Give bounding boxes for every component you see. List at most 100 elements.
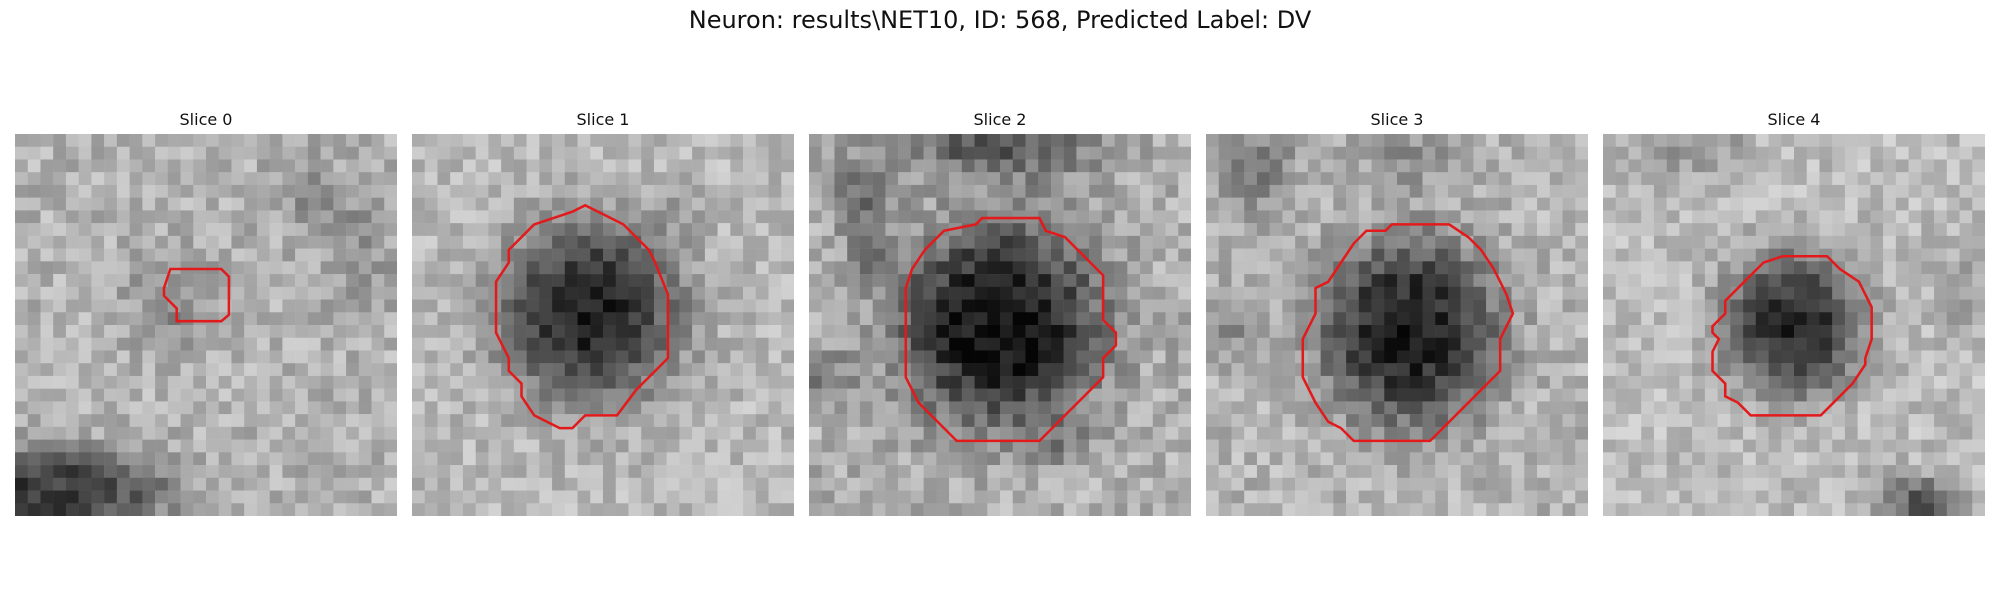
pixel <box>564 223 578 237</box>
pixel <box>1076 197 1090 211</box>
pixel <box>1755 261 1769 275</box>
pixel <box>704 223 718 237</box>
pixel <box>1908 490 1922 504</box>
pixel <box>1127 452 1141 466</box>
pixel <box>167 210 181 224</box>
pixel <box>821 184 835 198</box>
pixel <box>295 375 309 389</box>
pixel <box>104 363 118 377</box>
pixel <box>1498 350 1512 364</box>
pixel <box>1333 477 1347 491</box>
pixel <box>307 363 321 377</box>
pixel <box>129 261 143 275</box>
pixel <box>358 388 372 402</box>
pixel <box>834 146 848 160</box>
pixel <box>679 375 693 389</box>
pixel <box>821 350 835 364</box>
pixel <box>1460 159 1474 173</box>
pixel <box>193 337 207 351</box>
pixel <box>1628 388 1642 402</box>
pixel <box>1511 248 1525 262</box>
pixel <box>371 159 385 173</box>
pixel <box>1447 452 1461 466</box>
pixel <box>1076 274 1090 288</box>
pixel <box>1320 248 1334 262</box>
pixel <box>1358 248 1372 262</box>
pixel <box>1152 452 1166 466</box>
pixel <box>1730 325 1744 338</box>
pixel <box>1025 414 1039 428</box>
pixel <box>1256 477 1270 491</box>
pixel <box>1908 465 1922 479</box>
pixel <box>1295 261 1309 275</box>
pixel <box>679 223 693 237</box>
pixel <box>1549 134 1563 147</box>
pixel <box>923 350 937 364</box>
pixel <box>936 274 950 288</box>
pixel <box>809 210 822 224</box>
slice-panel-4: Slice 4 <box>1603 110 1985 518</box>
pixel <box>1346 465 1360 479</box>
pixel <box>1447 248 1461 262</box>
pixel <box>1371 414 1385 428</box>
pixel <box>78 363 92 377</box>
pixel <box>15 465 28 479</box>
pixel <box>1218 414 1232 428</box>
pixel <box>1063 223 1077 237</box>
pixel <box>475 375 489 389</box>
pixel <box>206 210 219 224</box>
pixel <box>1524 375 1538 389</box>
pixel <box>307 134 321 147</box>
pixel <box>949 146 963 160</box>
pixel <box>821 210 835 224</box>
pixel <box>180 184 194 198</box>
pixel <box>936 146 950 160</box>
pixel <box>961 452 975 466</box>
pixel <box>1946 350 1960 364</box>
pixel <box>1883 325 1897 338</box>
pixel <box>936 159 950 173</box>
pixel <box>1921 210 1935 224</box>
pixel <box>1959 223 1973 237</box>
pixel <box>1692 159 1706 173</box>
pixel <box>1603 299 1616 313</box>
pixel <box>1000 414 1013 428</box>
pixel <box>1397 146 1410 160</box>
pixel <box>155 146 169 160</box>
pixel <box>424 146 438 160</box>
pixel <box>781 426 794 440</box>
pixel <box>730 172 744 186</box>
pixel <box>987 274 1001 288</box>
pixel <box>1346 401 1360 415</box>
pixel <box>1524 401 1538 415</box>
pixel <box>437 452 451 466</box>
pixel <box>1101 134 1115 147</box>
pixel <box>781 197 794 211</box>
pixel <box>282 375 296 389</box>
pixel <box>923 286 937 300</box>
pixel <box>501 197 515 211</box>
pixel <box>1498 197 1512 211</box>
pixel <box>15 414 28 428</box>
pixel <box>590 312 604 326</box>
pixel <box>692 350 706 364</box>
pixel <box>1114 261 1128 275</box>
pixel <box>1692 363 1706 377</box>
pixel <box>1498 401 1512 415</box>
pixel <box>872 375 886 389</box>
pixel <box>167 184 181 198</box>
pixel <box>437 465 451 479</box>
pixel <box>1076 235 1090 249</box>
pixel <box>1498 337 1512 351</box>
pixel <box>743 210 757 224</box>
pixel <box>358 248 372 262</box>
pixel <box>384 490 397 504</box>
pixel <box>1692 465 1706 479</box>
pixel <box>1603 274 1616 288</box>
pixel <box>1895 134 1909 147</box>
pixel <box>1038 286 1052 300</box>
pixel <box>526 184 540 198</box>
pixel <box>717 248 731 262</box>
pixel <box>1921 146 1935 160</box>
pixel <box>371 248 385 262</box>
